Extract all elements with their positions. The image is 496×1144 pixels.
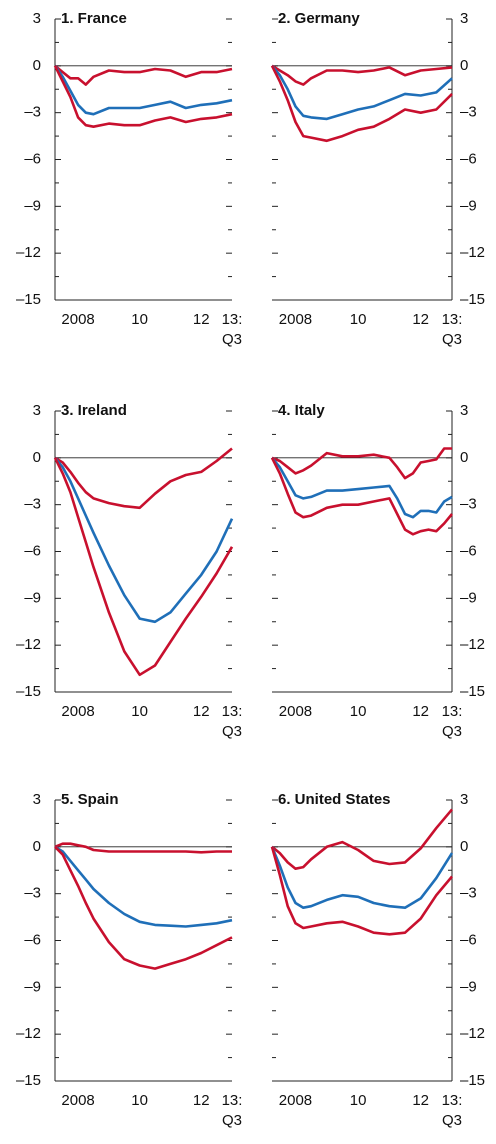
series-line — [270, 846, 454, 909]
series-line — [271, 447, 452, 480]
series-line — [54, 64, 233, 86]
series-line — [54, 845, 233, 928]
y-tick-label: –15 — [16, 683, 41, 700]
y-tick-label: 0 — [460, 57, 468, 74]
x-tick-label: 10 — [131, 1092, 148, 1109]
x-tick-label: 2008 — [279, 1092, 312, 1109]
y-tick-label: –6 — [24, 150, 41, 167]
x-tick-label: 12 — [193, 311, 210, 328]
y-tick-label: –15 — [460, 1072, 485, 1089]
series-line — [53, 456, 234, 624]
y-tick-label: –3 — [460, 885, 477, 902]
y-tick-label: 0 — [33, 57, 41, 74]
x-tick-label: 12 — [412, 703, 429, 720]
series-line — [270, 846, 453, 936]
series-line — [54, 447, 233, 510]
y-tick-label: –9 — [24, 589, 41, 606]
y-tick-label: 0 — [33, 838, 41, 855]
x-tick-label: 12 — [412, 1092, 429, 1109]
y-tick-label: –6 — [460, 150, 477, 167]
y-tick-label: –12 — [460, 1025, 485, 1042]
y-tick-label: –9 — [460, 197, 477, 214]
series-line — [270, 64, 453, 121]
y-tick-label: –15 — [460, 683, 485, 700]
series-line — [270, 457, 454, 536]
y-tick-label: 3 — [33, 402, 41, 419]
y-tick-label: –12 — [16, 1025, 41, 1042]
x-tick-label: 2008 — [61, 311, 94, 328]
x-tick-label: 13: Q3 — [442, 1092, 463, 1129]
y-tick-label: –3 — [460, 496, 477, 513]
y-tick-label: –3 — [460, 104, 477, 121]
y-tick-label: 0 — [460, 838, 468, 855]
x-tick-label: 12 — [193, 1092, 210, 1109]
y-tick-label: 3 — [460, 402, 468, 419]
y-tick-label: 3 — [33, 10, 41, 27]
x-tick-label: 12 — [412, 311, 429, 328]
y-tick-label: –15 — [460, 291, 485, 308]
y-tick-label: –12 — [16, 636, 41, 653]
y-tick-label: 0 — [460, 449, 468, 466]
series-line — [270, 65, 453, 143]
x-tick-label: 13: Q3 — [442, 311, 463, 348]
x-tick-label: 2008 — [61, 1092, 94, 1109]
x-tick-label: 13: Q3 — [222, 1092, 243, 1129]
y-tick-label: –9 — [24, 197, 41, 214]
x-tick-label: 13: Q3 — [442, 703, 463, 740]
x-tick-label: 2008 — [279, 703, 312, 720]
series-line — [270, 456, 453, 519]
x-tick-label: 10 — [131, 703, 148, 720]
x-tick-label: 13: Q3 — [222, 703, 243, 740]
series-line — [53, 65, 233, 116]
y-tick-label: –9 — [24, 978, 41, 995]
y-tick-label: 3 — [460, 791, 468, 808]
y-tick-label: –12 — [460, 636, 485, 653]
series-line — [53, 457, 234, 677]
x-tick-label: 10 — [131, 311, 148, 328]
x-tick-label: 2008 — [279, 311, 312, 328]
x-tick-label: 2008 — [61, 703, 94, 720]
series-line — [53, 65, 233, 128]
y-tick-label: –3 — [24, 104, 41, 121]
y-tick-label: –3 — [24, 885, 41, 902]
y-tick-label: 0 — [33, 449, 41, 466]
x-tick-label: 12 — [193, 703, 210, 720]
y-tick-label: –3 — [24, 496, 41, 513]
y-tick-label: –9 — [460, 589, 477, 606]
y-tick-label: –15 — [16, 291, 41, 308]
x-tick-label: 10 — [350, 703, 367, 720]
chart-title: 2. Germany — [278, 10, 360, 27]
chart-title: 4. Italy — [278, 402, 325, 419]
y-tick-label: –6 — [460, 542, 477, 559]
y-tick-label: –9 — [460, 978, 477, 995]
series-line — [54, 842, 232, 854]
y-tick-label: –6 — [24, 931, 41, 948]
series-line — [271, 64, 453, 86]
x-tick-label: 10 — [350, 1092, 367, 1109]
chart-title: 3. Ireland — [61, 402, 127, 419]
y-tick-label: 3 — [33, 791, 41, 808]
y-tick-label: –6 — [460, 931, 477, 948]
x-tick-label: 10 — [350, 311, 367, 328]
y-tick-label: –15 — [16, 1072, 41, 1089]
y-tick-label: –12 — [16, 244, 41, 261]
chart-title: 1. France — [61, 10, 127, 27]
chart-title: 6. United States — [278, 791, 391, 808]
x-tick-label: 13: Q3 — [222, 311, 243, 348]
series-line — [271, 808, 453, 870]
series-line — [54, 845, 233, 970]
y-tick-label: –6 — [24, 542, 41, 559]
y-tick-label: 3 — [460, 10, 468, 27]
y-tick-label: –12 — [460, 244, 485, 261]
chart-title: 5. Spain — [61, 791, 119, 808]
